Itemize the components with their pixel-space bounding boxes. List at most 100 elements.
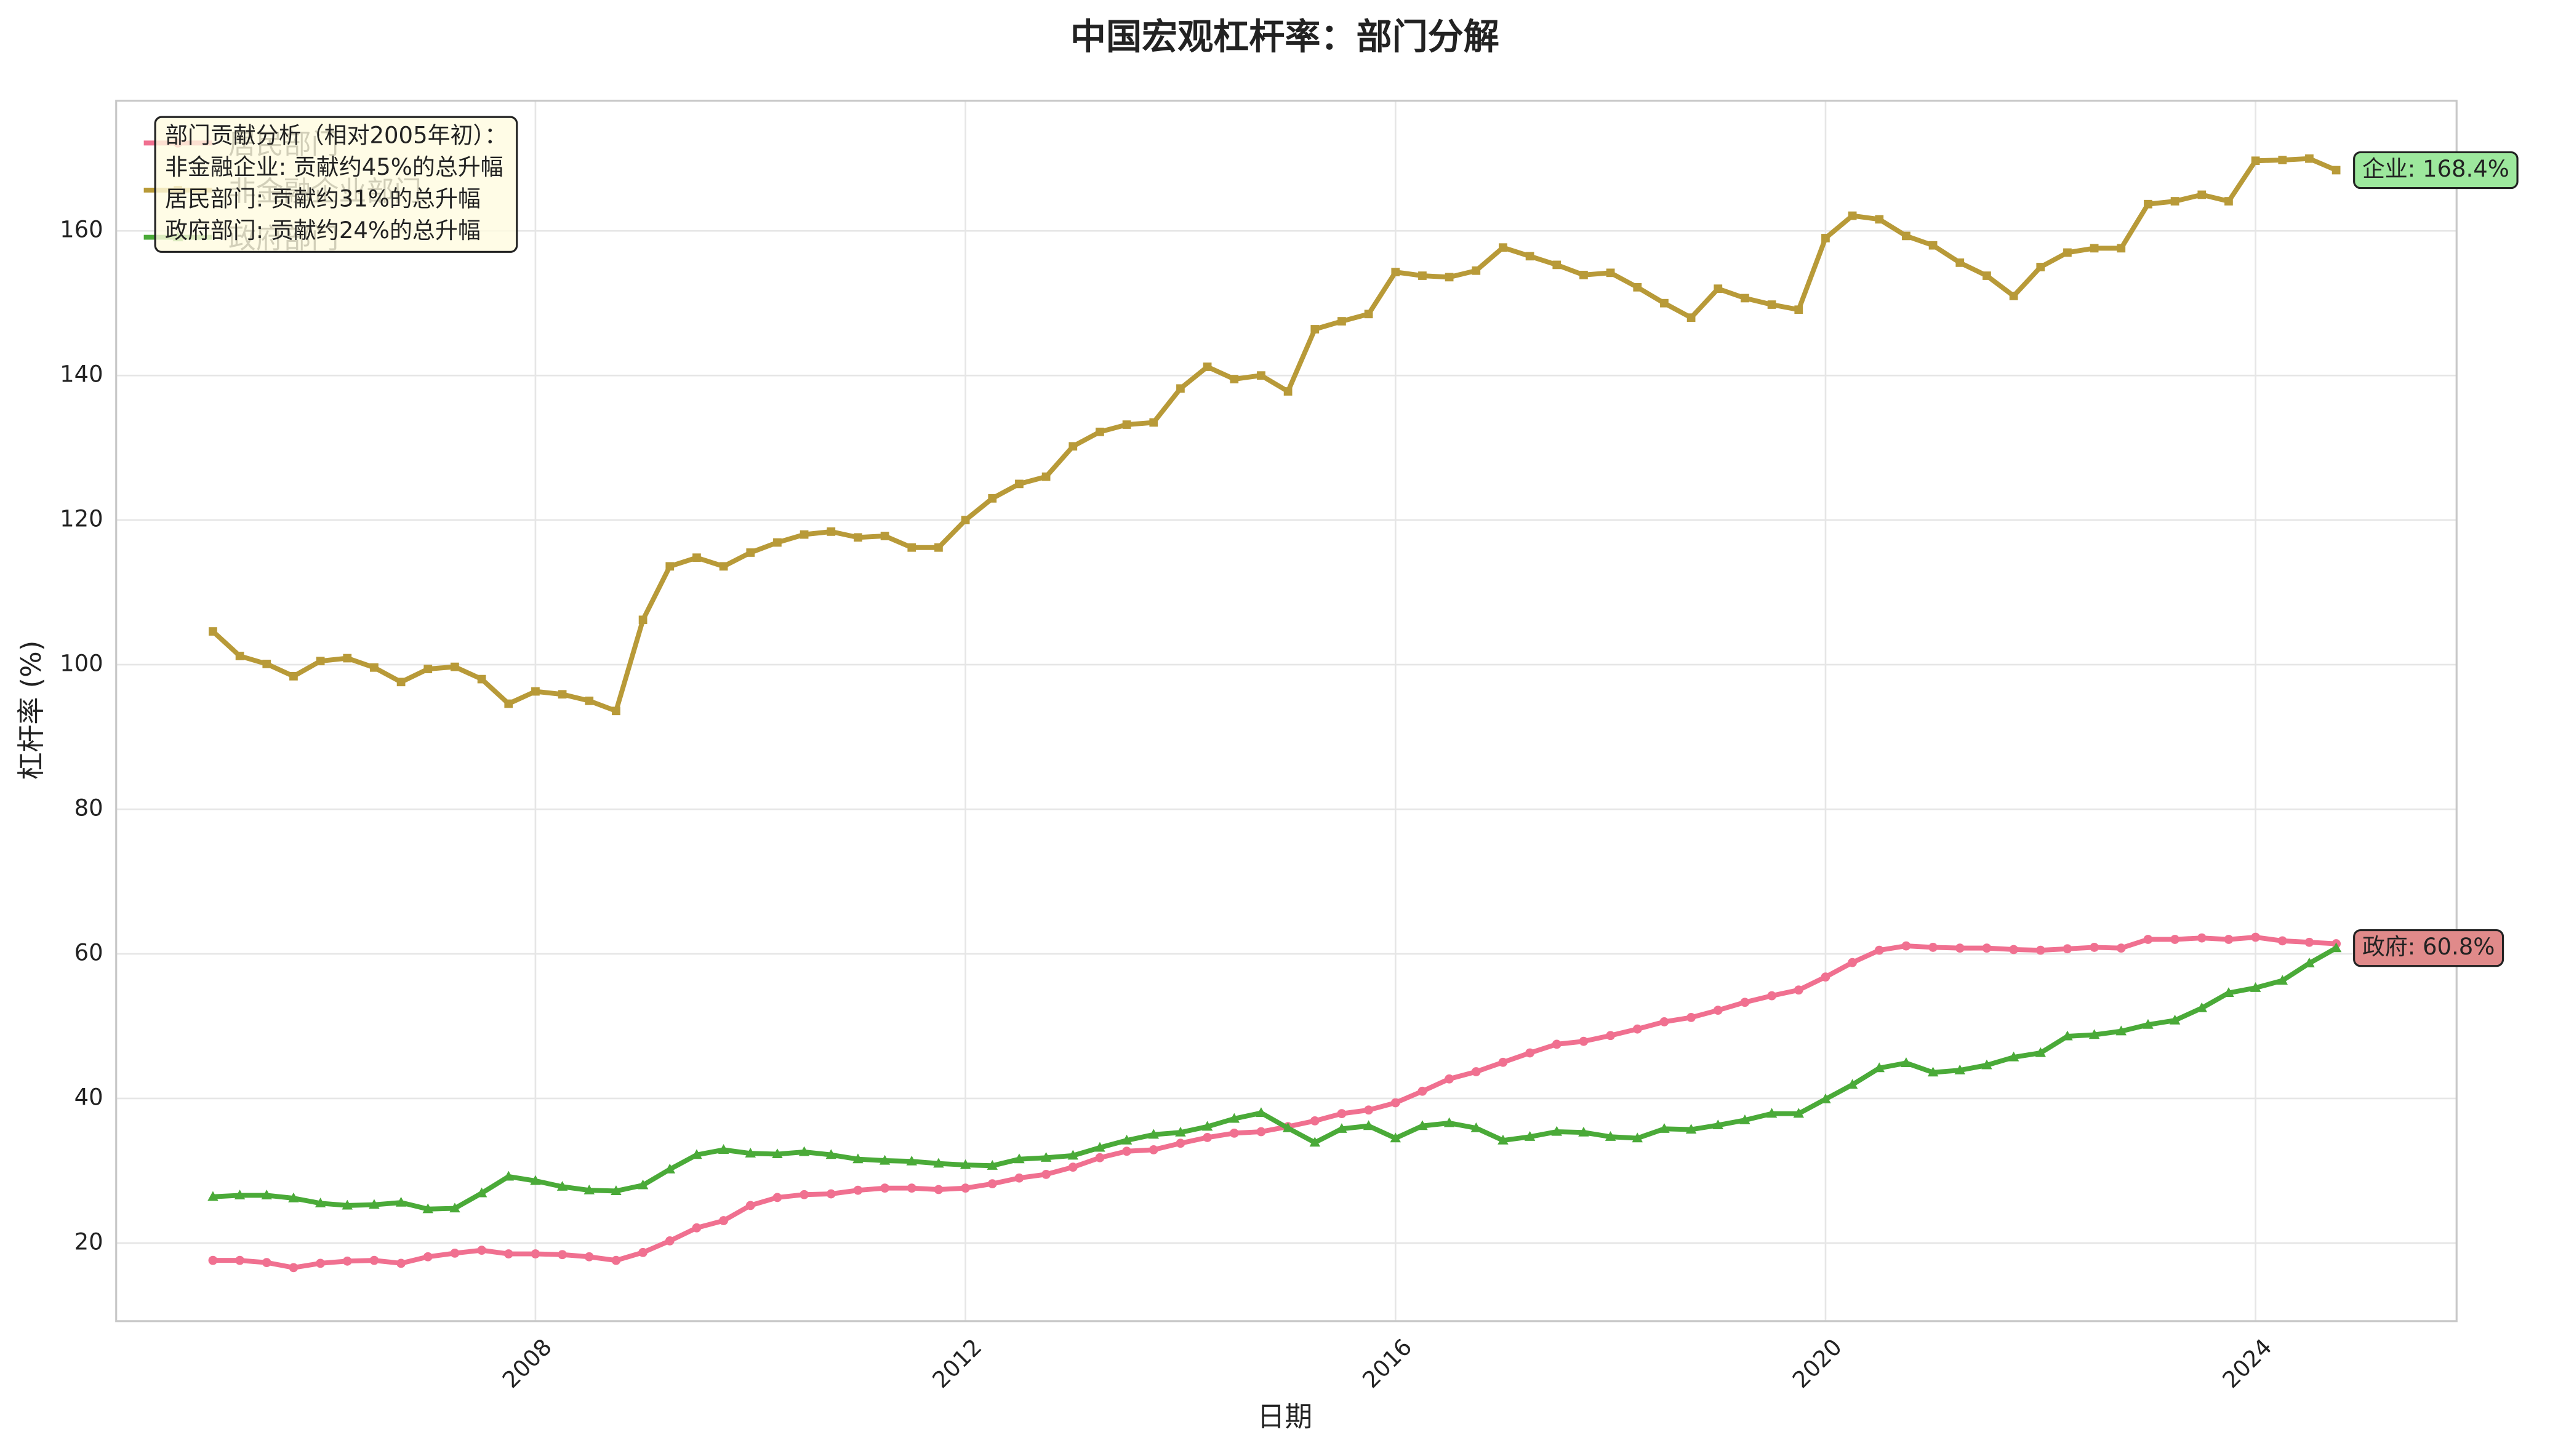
series-line [212, 946, 2338, 1212]
marker [235, 652, 244, 660]
marker [1122, 1146, 1131, 1156]
marker [1848, 211, 1857, 220]
marker [907, 1183, 916, 1193]
marker [262, 1258, 271, 1268]
marker [422, 1203, 433, 1214]
marker [423, 1252, 433, 1262]
marker [1069, 442, 1078, 451]
marker [288, 1192, 299, 1202]
marker [396, 1258, 406, 1268]
series-line [211, 156, 2338, 714]
y-tick-label: 60 [74, 940, 103, 966]
marker [1579, 1036, 1589, 1046]
y-tick-label: 20 [74, 1228, 103, 1255]
marker [1445, 273, 1454, 282]
marker [2277, 975, 2288, 985]
marker [2304, 958, 2315, 967]
marker [1794, 305, 1803, 314]
marker [1122, 420, 1131, 429]
marker [583, 1184, 595, 1194]
marker [1685, 1124, 1697, 1134]
marker [2330, 942, 2342, 953]
note-line: 居民部门: 贡献约31%的总升幅 [165, 185, 481, 212]
marker [1336, 1123, 1347, 1133]
marker [1229, 1128, 1239, 1138]
marker [1659, 1123, 1670, 1133]
marker [1632, 1024, 1642, 1034]
marker [1766, 1108, 1778, 1118]
marker [1954, 1064, 1965, 1074]
marker [2036, 263, 2045, 271]
marker [637, 1179, 649, 1190]
marker [987, 1179, 997, 1189]
marker [692, 1223, 702, 1233]
marker [853, 1185, 863, 1195]
marker [289, 672, 298, 681]
marker [342, 1199, 353, 1210]
marker [2090, 943, 2099, 952]
marker [1927, 1066, 1939, 1077]
marker [477, 674, 486, 684]
marker [880, 532, 889, 540]
marker [1846, 1079, 1858, 1089]
marker [556, 1181, 568, 1191]
marker [1391, 268, 1400, 277]
annotation: 企业: 168.4% [2353, 151, 2519, 190]
marker [531, 1249, 540, 1258]
marker [825, 1149, 836, 1159]
marker [745, 1148, 756, 1158]
marker [852, 1153, 864, 1164]
marker [1524, 1131, 1536, 1141]
marker [1096, 427, 1104, 436]
marker [1230, 375, 1239, 383]
marker [1552, 1039, 1562, 1049]
marker [1820, 1093, 1831, 1103]
annotation-text: 企业: 168.4% [2362, 156, 2509, 182]
marker [2144, 199, 2152, 209]
marker [476, 1187, 487, 1198]
marker [961, 516, 970, 524]
marker [531, 687, 540, 696]
marker [1686, 313, 1696, 322]
plot-frame [115, 100, 2458, 1322]
marker [1579, 270, 1588, 279]
marker [638, 615, 648, 625]
marker [369, 1255, 379, 1265]
marker [1309, 1137, 1320, 1147]
marker [1767, 991, 1776, 1001]
marker [746, 548, 755, 557]
marker [1176, 1138, 1185, 1148]
marker [934, 1185, 944, 1194]
marker [530, 1175, 541, 1185]
marker [1983, 271, 1991, 280]
marker [2223, 987, 2234, 998]
note-line: 部门贡献分析（相对2005年初）： [165, 122, 507, 148]
marker [2169, 1014, 2181, 1025]
annotation: 政府: 60.8% [2353, 929, 2504, 967]
marker [1552, 260, 1562, 270]
marker [1498, 1057, 1508, 1067]
marker [719, 1216, 728, 1225]
note-line: 政府部门: 贡献约24%的总升幅 [165, 217, 481, 244]
marker [1310, 325, 1320, 334]
marker [2009, 945, 2018, 954]
marker [988, 494, 997, 503]
marker [1229, 1113, 1240, 1123]
marker [638, 1247, 648, 1257]
marker [2063, 944, 2072, 954]
marker [450, 1249, 460, 1258]
marker [1632, 1132, 1643, 1143]
marker [2224, 935, 2234, 944]
marker [1257, 371, 1265, 380]
marker [1874, 1062, 1885, 1073]
marker [343, 654, 352, 663]
marker [906, 1155, 917, 1166]
marker [611, 1255, 621, 1265]
marker [423, 665, 433, 673]
marker [1094, 1142, 1105, 1152]
marker [961, 1183, 970, 1193]
marker [1201, 1121, 1213, 1131]
marker [1282, 1122, 1294, 1132]
marker [1148, 1129, 1159, 1139]
marker [1283, 387, 1293, 396]
